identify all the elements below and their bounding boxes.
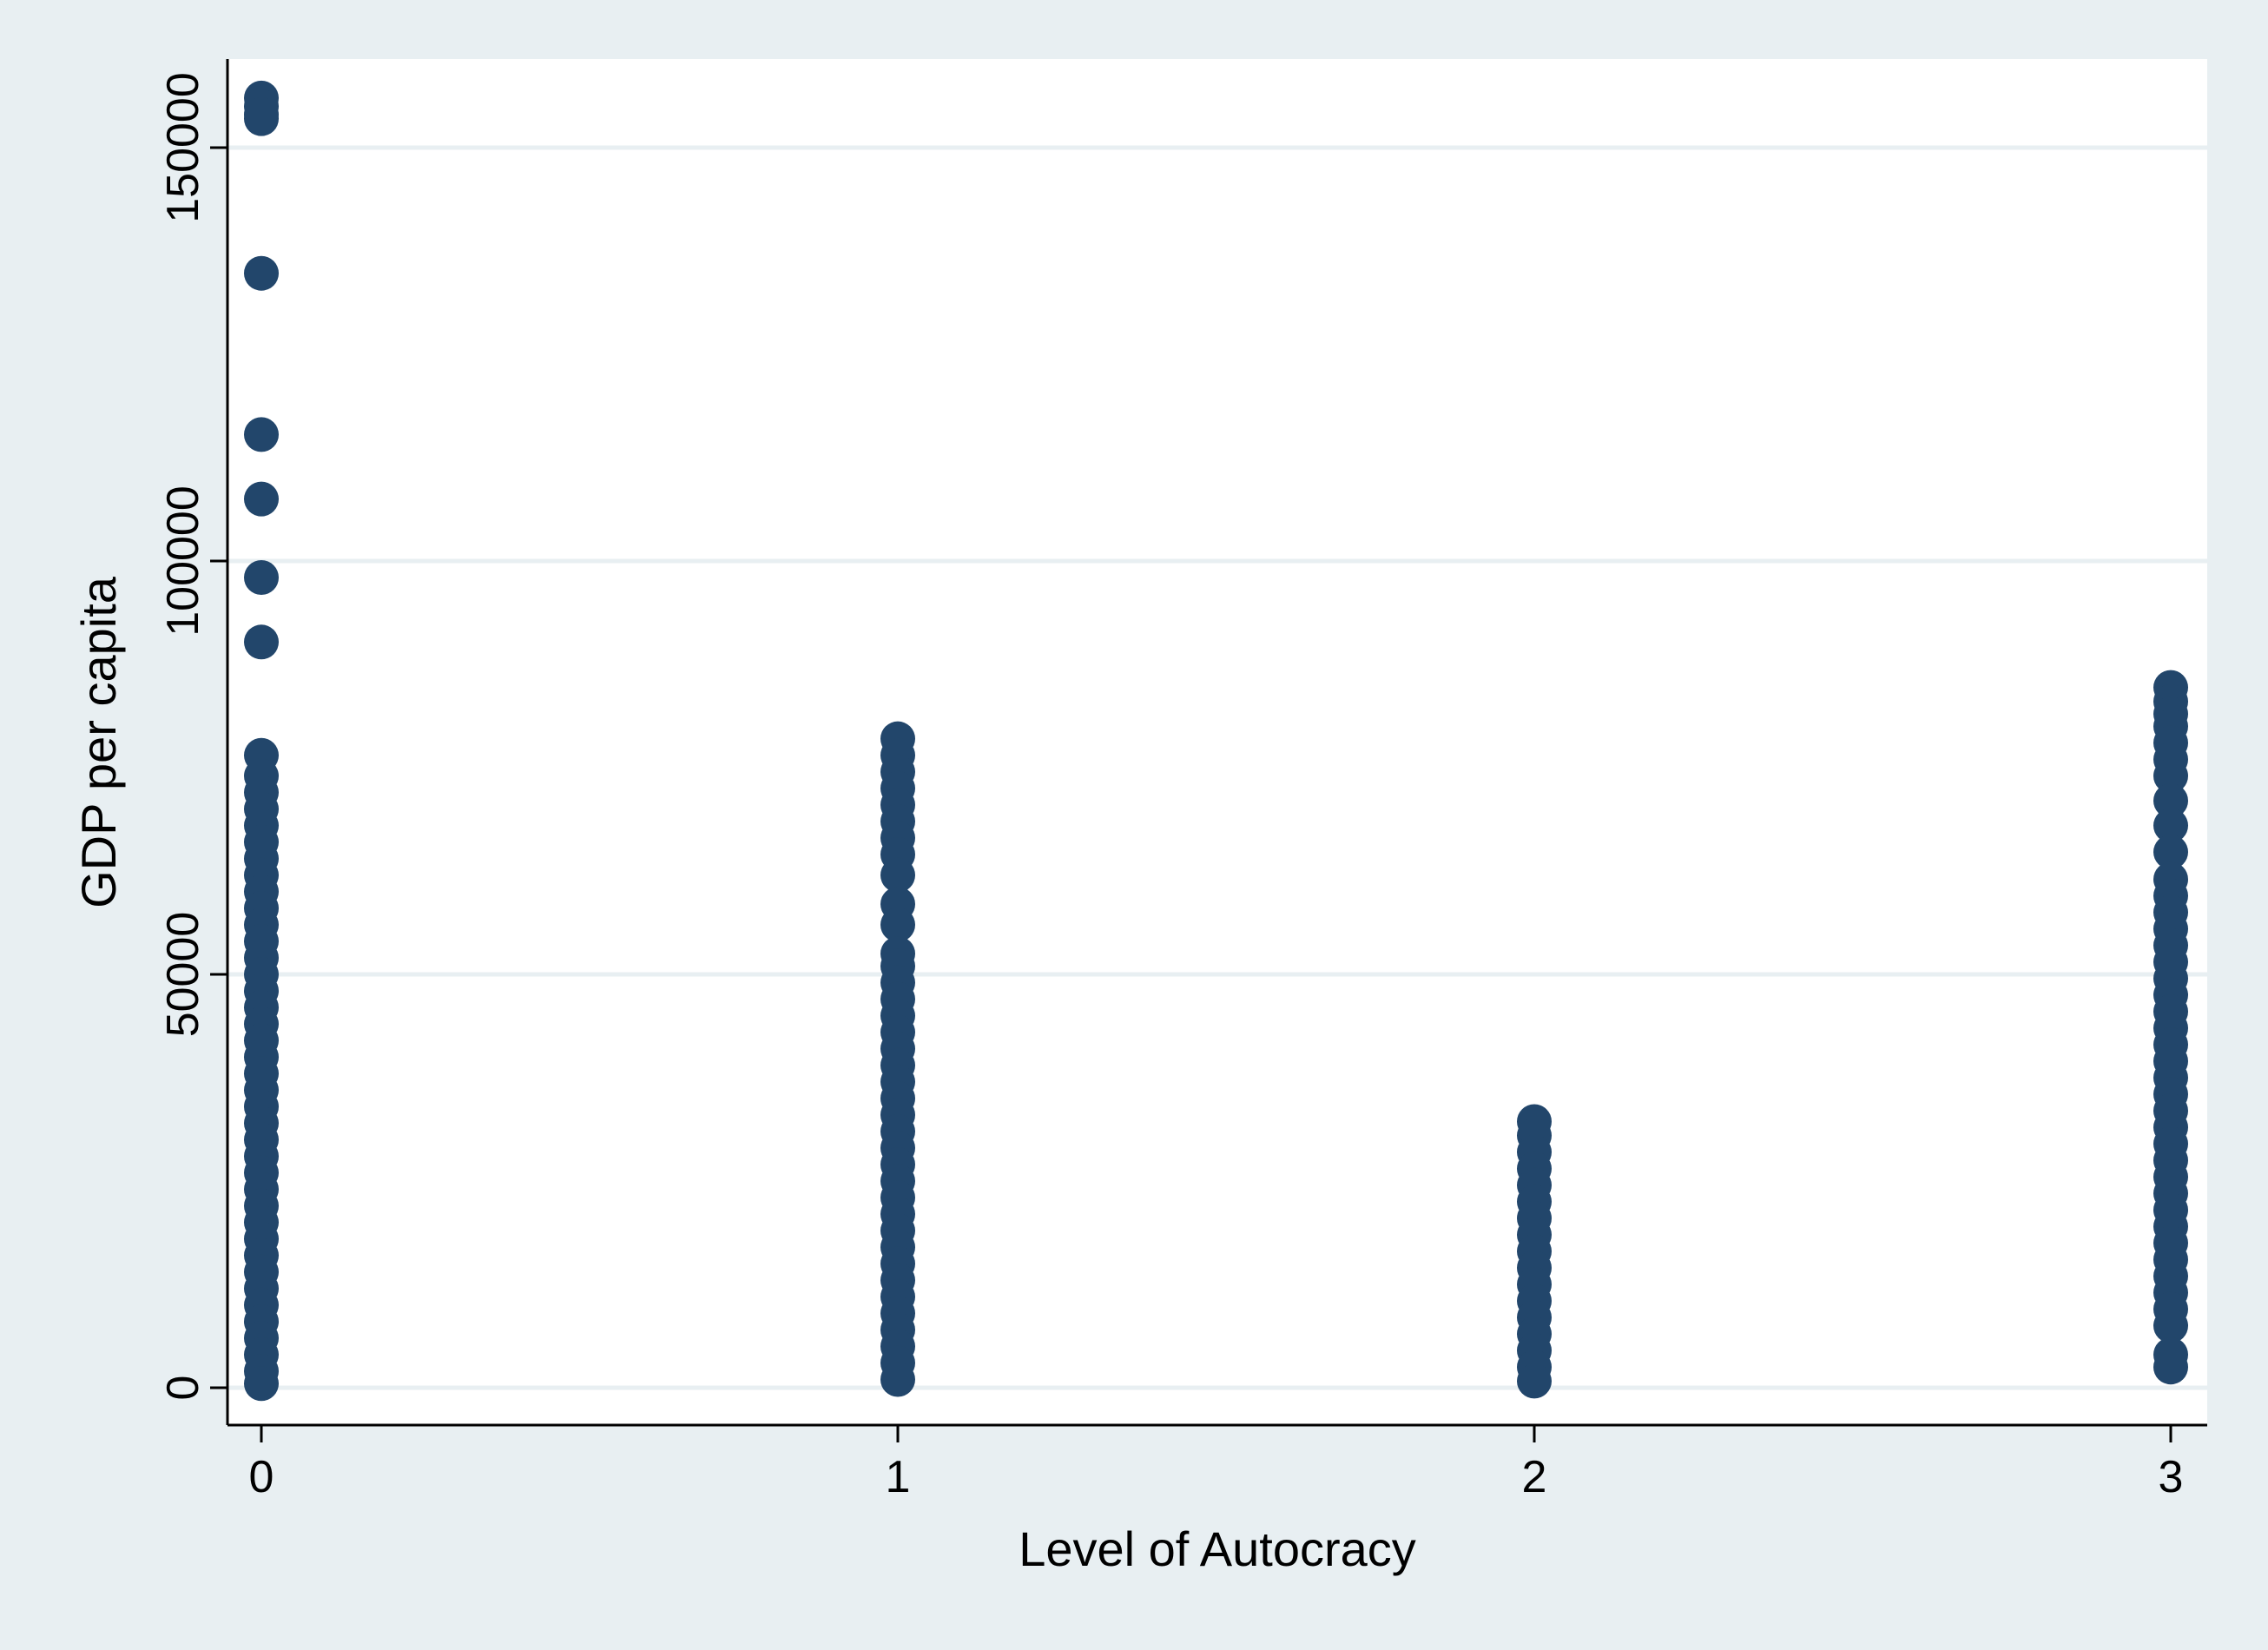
y-tick-label: 0: [158, 1376, 208, 1401]
data-point: [244, 101, 279, 136]
x-axis-title: Level of Autocracy: [1019, 1521, 1416, 1576]
data-points: [244, 80, 2188, 1402]
x-tick-label: 1: [886, 1452, 911, 1502]
y-axis-title: GDP per capita: [71, 576, 126, 908]
y-tick-label: 50000: [158, 912, 208, 1038]
plot-area: [227, 59, 2207, 1425]
data-point: [2153, 808, 2188, 843]
y-tick-label: 100000: [158, 485, 208, 637]
data-point: [244, 560, 279, 596]
axes: [226, 59, 2207, 1427]
gridlines: [227, 145, 2207, 1390]
data-point: [244, 1366, 279, 1402]
data-point: [244, 624, 279, 660]
data-point: [244, 417, 279, 452]
data-point: [880, 1362, 915, 1397]
x-tick-label: 3: [2159, 1452, 2184, 1502]
x-tick-label: 0: [249, 1452, 274, 1502]
data-point: [2153, 835, 2188, 870]
data-point: [1517, 1363, 1552, 1399]
data-point: [2153, 758, 2188, 794]
data-point: [244, 255, 279, 291]
data-point: [880, 907, 915, 942]
data-point: [244, 481, 279, 517]
data-point: [2153, 783, 2188, 819]
data-point: [880, 857, 915, 893]
ticks: 0 50000 100000 150000 0 1 2 3: [158, 72, 2183, 1502]
x-tick-label: 2: [1522, 1452, 1547, 1502]
data-point: [2153, 1350, 2188, 1385]
y-tick-label: 150000: [158, 72, 208, 223]
data-point: [2153, 1308, 2188, 1343]
